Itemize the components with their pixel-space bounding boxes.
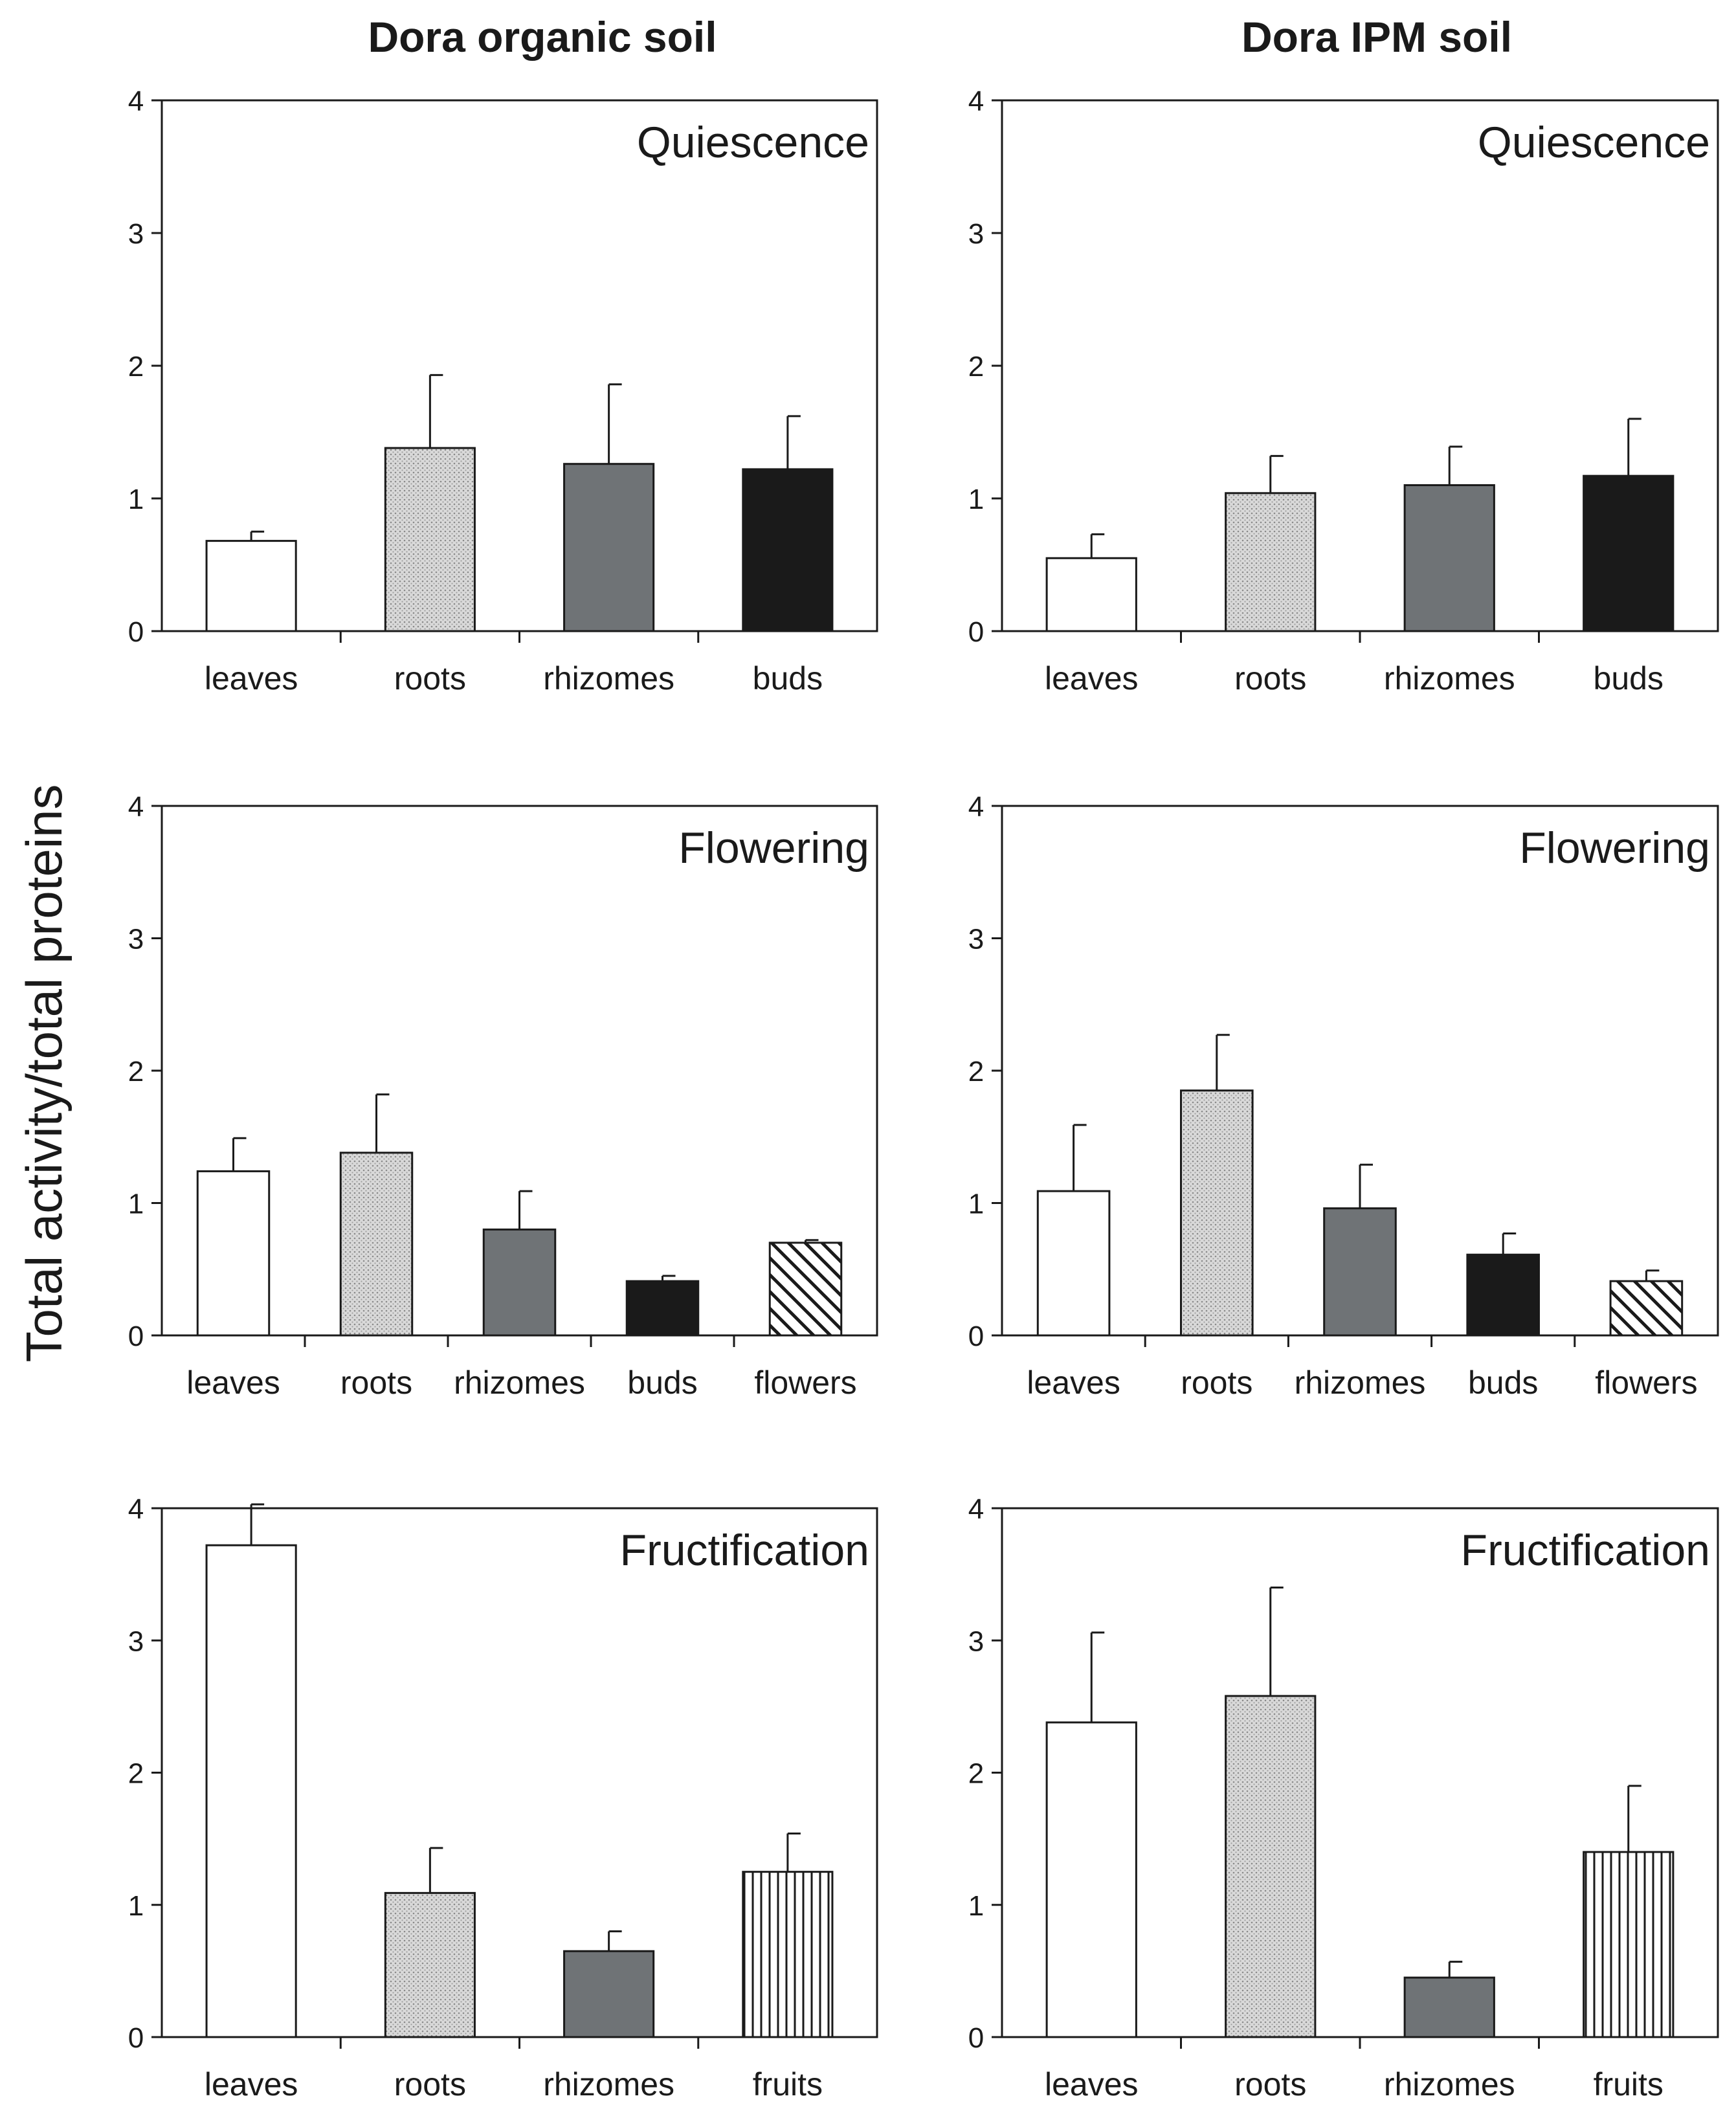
panel-flowering-organic-xlabel-buds: buds [627, 1365, 697, 1401]
panel-quiescence-organic-stage-title: Quiescence [637, 118, 869, 167]
panel-quiescence-organic-ytick-label-1: 1 [128, 484, 144, 515]
panel-fructification-ipm-ytick-label-4: 4 [968, 1493, 984, 1525]
panel-flowering-ipm-xlabel-flowers: flowers [1595, 1365, 1697, 1401]
panel-quiescence-organic-ytick-label-0: 0 [128, 616, 144, 648]
panel-flowering-organic-xlabel-leaves: leaves [186, 1365, 280, 1401]
panel-quiescence-organic-bar-buds [742, 468, 834, 632]
panel-quiescence-ipm-group: 0 1 2 3 4 Quiescence leaves roots rhizomes buds [968, 85, 1719, 697]
panel-fructification-organic-group: 0 1 2 3 4 Fructification leaves roots rhizomes fr… [128, 1493, 878, 2102]
panel-fructification-ipm-stage-title: Fructification [1461, 1526, 1710, 1575]
panel-flowering-organic-group: 0 1 2 3 4 Flowering leaves roots rhizomes buds flo… [128, 791, 878, 1401]
panels-group: 0 1 2 3 4 Quiescence leaves roots rhizomes buds 0 1… [128, 85, 1719, 2102]
panel-fructification-organic-ytick-label-4: 4 [128, 1493, 144, 1525]
panel-quiescence-organic-ytick-label-4: 4 [128, 85, 144, 117]
panel-quiescence-organic-ytick-label-3: 3 [128, 218, 144, 250]
panel-quiescence-ipm-bar-buds [1583, 474, 1675, 632]
panel-fructification-ipm-bar-roots [1225, 1695, 1317, 2038]
panel-fructification-organic-xlabel-roots: roots [394, 2066, 466, 2102]
column-title-organic: Dora organic soil [368, 13, 717, 61]
panel-flowering-ipm-bar-leaves [1036, 1190, 1111, 1337]
panel-flowering-organic-bar-buds [625, 1280, 700, 1337]
panel-fructification-organic-bar-roots [384, 1891, 476, 2038]
panel-flowering-ipm-ytick-label-3: 3 [968, 924, 984, 955]
panel-quiescence-ipm-xlabel-leaves: leaves [1045, 660, 1139, 697]
panel-fructification-organic-xlabel-rhizomes: rhizomes [543, 2066, 674, 2102]
panel-fructification-organic-ytick-label-1: 1 [128, 1890, 144, 1922]
panel-flowering-ipm-xlabel-roots: roots [1181, 1365, 1252, 1401]
panel-flowering-ipm-xlabel-buds: buds [1468, 1365, 1538, 1401]
panel-quiescence-ipm-stage-title: Quiescence [1478, 118, 1710, 167]
panel-fructification-ipm-bar-rhizomes [1403, 1976, 1495, 2038]
panel-flowering-ipm-xlabel-rhizomes: rhizomes [1295, 1365, 1426, 1401]
panel-quiescence-organic-xlabel-buds: buds [753, 660, 823, 697]
panel-quiescence-ipm-ytick-label-0: 0 [968, 616, 984, 648]
panel-fructification-ipm-xlabel-roots: roots [1234, 2066, 1306, 2102]
panel-quiescence-organic-xlabel-leaves: leaves [205, 660, 298, 697]
panel-flowering-organic-ytick-label-3: 3 [128, 924, 144, 955]
panel-flowering-organic-ytick-label-2: 2 [128, 1056, 144, 1087]
panel-flowering-ipm-group: 0 1 2 3 4 Flowering leaves roots rhizomes buds flo… [968, 791, 1719, 1401]
panel-flowering-organic-ytick-label-1: 1 [128, 1188, 144, 1220]
panel-fructification-organic-ytick-label-2: 2 [128, 1758, 144, 1790]
panel-fructification-ipm-bar-fruits [1583, 1851, 1675, 2038]
y-axis-label: Total activity/total proteins [16, 784, 72, 1362]
panel-quiescence-ipm-ytick-label-1: 1 [968, 484, 984, 515]
panel-fructification-organic-bar-leaves [205, 1544, 297, 2038]
panel-flowering-ipm-ytick-label-1: 1 [968, 1188, 984, 1220]
panel-flowering-organic-bar-rhizomes [482, 1228, 557, 1337]
panel-fructification-organic-ytick-label-3: 3 [128, 1625, 144, 1657]
panel-flowering-ipm-bar-roots [1180, 1089, 1254, 1337]
panel-quiescence-ipm-ytick-label-3: 3 [968, 218, 984, 250]
panel-flowering-organic-bar-leaves [196, 1170, 271, 1337]
panel-flowering-organic-xlabel-flowers: flowers [754, 1365, 856, 1401]
panel-flowering-ipm-bar-rhizomes [1323, 1207, 1397, 1337]
panel-fructification-ipm-xlabel-rhizomes: rhizomes [1384, 2066, 1515, 2102]
panel-fructification-ipm-ytick-label-2: 2 [968, 1758, 984, 1790]
panel-fructification-organic-bar-fruits [742, 1871, 834, 2038]
panel-quiescence-organic-bar-leaves [205, 540, 297, 632]
panel-fructification-ipm-xlabel-fruits: fruits [1594, 2066, 1664, 2102]
panel-quiescence-ipm-bar-rhizomes [1403, 484, 1495, 632]
panel-quiescence-ipm-bar-roots [1225, 492, 1317, 632]
panel-fructification-ipm-ytick-label-1: 1 [968, 1890, 984, 1922]
panel-flowering-ipm-xlabel-leaves: leaves [1027, 1365, 1120, 1401]
panel-fructification-organic-stage-title: Fructification [620, 1526, 869, 1575]
panel-flowering-organic-ytick-label-4: 4 [128, 791, 144, 823]
panel-quiescence-ipm-xlabel-rhizomes: rhizomes [1384, 660, 1515, 697]
panel-flowering-ipm-stage-title: Flowering [1519, 823, 1710, 873]
panel-fructification-organic-xlabel-leaves: leaves [205, 2066, 298, 2102]
panel-fructification-organic-xlabel-fruits: fruits [753, 2066, 823, 2102]
panel-quiescence-ipm-xlabel-buds: buds [1594, 660, 1664, 697]
panel-fructification-organic-ytick-label-0: 0 [128, 2022, 144, 2054]
panel-flowering-ipm-bar-buds [1466, 1253, 1540, 1337]
column-title-ipm: Dora IPM soil [1241, 13, 1512, 61]
panel-flowering-organic-stage-title: Flowering [678, 823, 869, 873]
panel-quiescence-ipm-bar-leaves [1045, 557, 1137, 632]
panel-flowering-ipm-ytick-label-0: 0 [968, 1321, 984, 1352]
panel-flowering-ipm-ytick-label-2: 2 [968, 1056, 984, 1087]
panel-fructification-ipm-xlabel-leaves: leaves [1045, 2066, 1139, 2102]
panel-quiescence-ipm-ytick-label-4: 4 [968, 85, 984, 117]
panel-quiescence-organic-xlabel-rhizomes: rhizomes [543, 660, 674, 697]
panel-quiescence-organic-group: 0 1 2 3 4 Quiescence leaves roots rhizomes buds [128, 85, 878, 697]
panel-quiescence-organic-ytick-label-2: 2 [128, 351, 144, 383]
panel-quiescence-ipm-xlabel-roots: roots [1234, 660, 1306, 697]
panel-fructification-ipm-ytick-label-3: 3 [968, 1625, 984, 1657]
panel-quiescence-organic-xlabel-roots: roots [394, 660, 466, 697]
panel-quiescence-organic-bar-roots [384, 447, 476, 632]
panel-flowering-organic-bar-flowers [768, 1242, 843, 1337]
panel-flowering-ipm-bar-flowers [1609, 1280, 1684, 1337]
panel-flowering-organic-bar-roots [339, 1152, 414, 1337]
panel-flowering-organic-xlabel-rhizomes: rhizomes [454, 1365, 585, 1401]
panel-fructification-ipm-ytick-label-0: 0 [968, 2022, 984, 2054]
panel-flowering-organic-xlabel-roots: roots [340, 1365, 412, 1401]
panel-fructification-ipm-group: 0 1 2 3 4 Fructification leaves roots rhizomes fr… [968, 1493, 1719, 2102]
panel-quiescence-organic-bar-rhizomes [563, 463, 655, 632]
panel-flowering-ipm-ytick-label-4: 4 [968, 791, 984, 823]
panel-fructification-ipm-bar-leaves [1045, 1721, 1137, 2038]
panel-fructification-organic-bar-rhizomes [563, 1950, 655, 2038]
panel-quiescence-ipm-ytick-label-2: 2 [968, 351, 984, 383]
panel-flowering-organic-ytick-label-0: 0 [128, 1321, 144, 1352]
